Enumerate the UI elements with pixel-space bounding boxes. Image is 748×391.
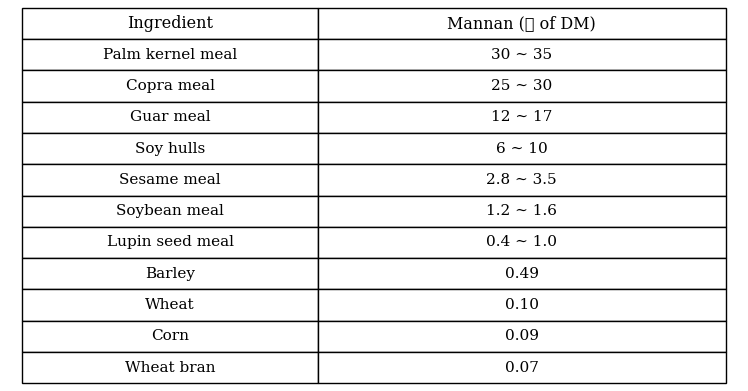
Bar [318,133,726,164]
Bar [22,352,318,383]
Bar [318,289,726,321]
Bar [22,102,318,133]
Bar [318,196,726,227]
Bar [22,321,318,352]
Bar [22,164,318,196]
Text: Guar meal: Guar meal [130,110,210,124]
Text: 0.49: 0.49 [505,267,539,281]
Text: 25 ∼ 30: 25 ∼ 30 [491,79,552,93]
Text: Mannan (％ of DM): Mannan (％ of DM) [447,15,596,32]
Text: 1.2 ∼ 1.6: 1.2 ∼ 1.6 [486,204,557,218]
Bar [22,8,318,39]
Bar [318,227,726,258]
Text: 0.07: 0.07 [505,361,539,375]
Bar [318,258,726,289]
Bar [22,227,318,258]
Bar [318,70,726,102]
Bar [22,289,318,321]
Text: Ingredient: Ingredient [127,15,213,32]
Text: 0.10: 0.10 [505,298,539,312]
Bar [318,321,726,352]
Bar [22,133,318,164]
Text: 0.09: 0.09 [505,329,539,343]
Bar [22,39,318,70]
Text: Copra meal: Copra meal [126,79,215,93]
Bar [318,352,726,383]
Text: Lupin seed meal: Lupin seed meal [107,235,233,249]
Bar [22,70,318,102]
Text: Corn: Corn [151,329,189,343]
Text: Barley: Barley [145,267,195,281]
Bar [318,164,726,196]
Bar [22,196,318,227]
Bar [22,258,318,289]
Text: Sesame meal: Sesame meal [119,173,221,187]
Text: Wheat bran: Wheat bran [125,361,215,375]
Text: 30 ∼ 35: 30 ∼ 35 [491,48,552,62]
Bar [318,102,726,133]
Text: Soybean meal: Soybean meal [116,204,224,218]
Text: Wheat: Wheat [145,298,195,312]
Bar [318,8,726,39]
Bar [318,39,726,70]
Text: 6 ∼ 10: 6 ∼ 10 [496,142,548,156]
Text: Palm kernel meal: Palm kernel meal [103,48,237,62]
Text: Soy hulls: Soy hulls [135,142,205,156]
Text: 2.8 ∼ 3.5: 2.8 ∼ 3.5 [486,173,557,187]
Text: 12 ∼ 17: 12 ∼ 17 [491,110,552,124]
Text: 0.4 ∼ 1.0: 0.4 ∼ 1.0 [486,235,557,249]
